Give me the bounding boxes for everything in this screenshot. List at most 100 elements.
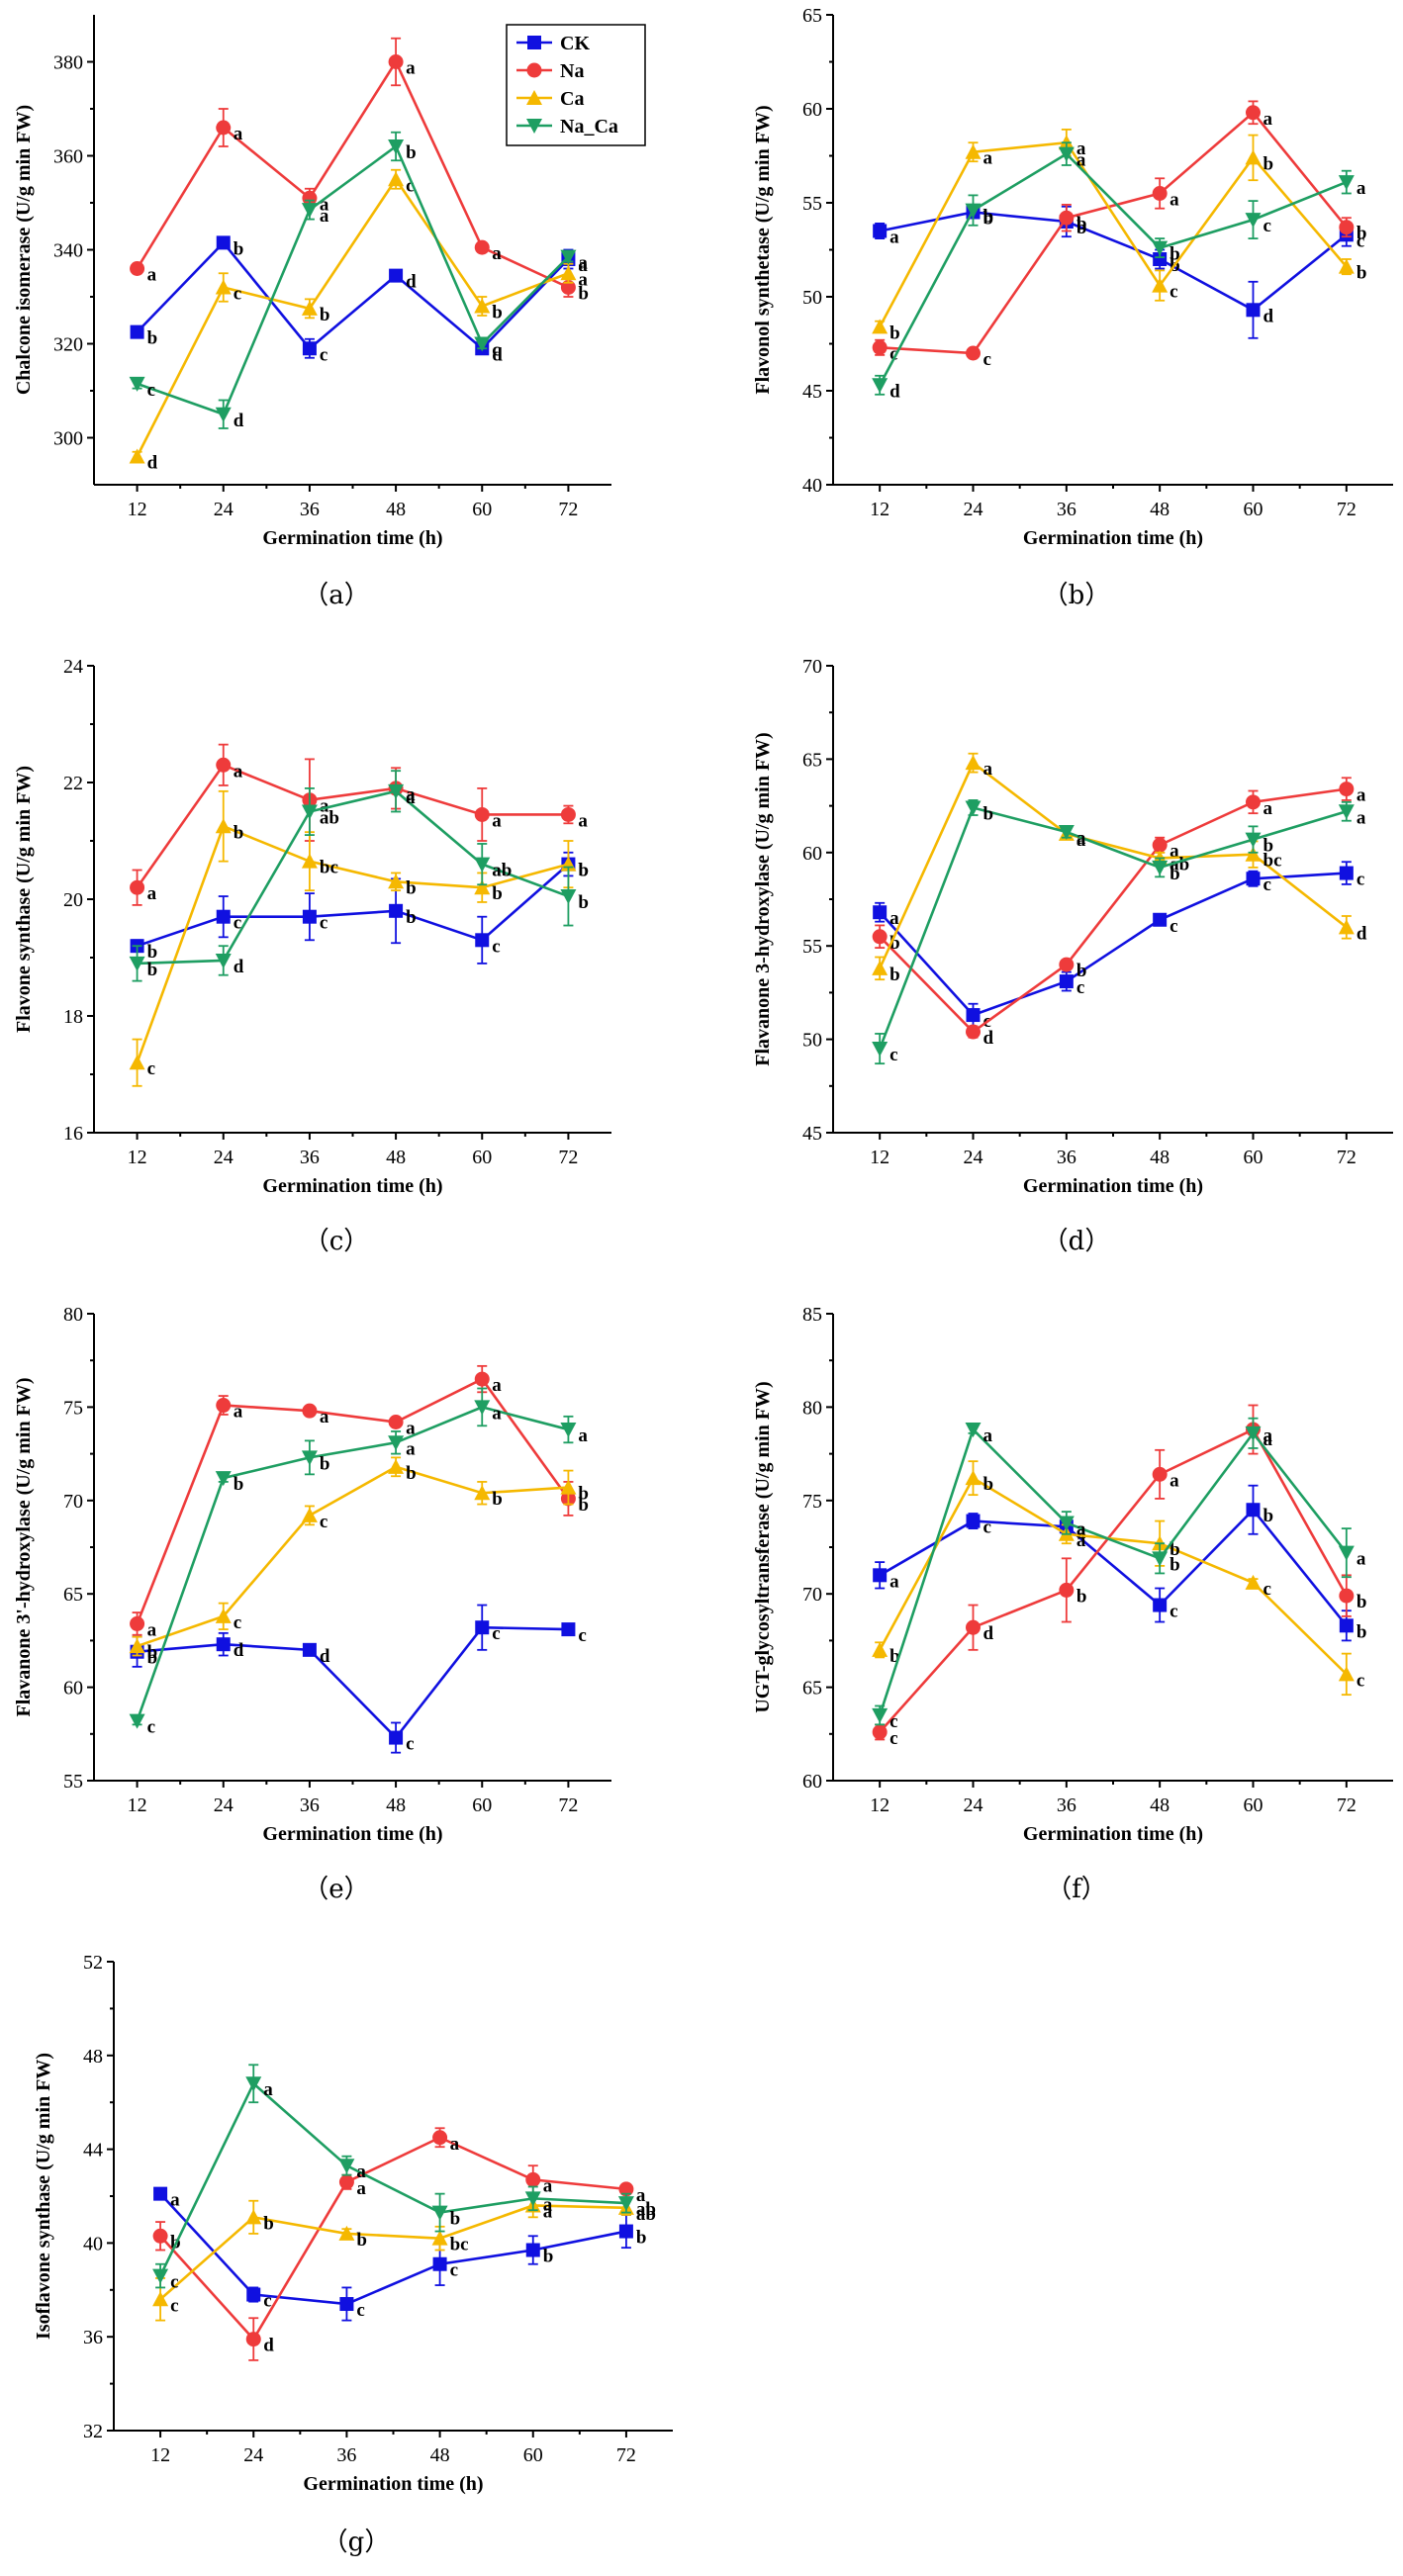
series-line bbox=[136, 176, 569, 458]
significance-letter: a bbox=[543, 2175, 553, 2196]
data-point bbox=[129, 1638, 145, 1654]
data-point bbox=[1245, 149, 1262, 165]
panel-caption: （f） bbox=[1046, 1875, 1107, 1904]
significance-letter: c bbox=[356, 2300, 364, 2321]
significance-letter: d bbox=[983, 1028, 994, 1049]
significance-letter: b bbox=[492, 303, 503, 323]
y-axis-title: Flavonol synthetase (U/g min FW) bbox=[752, 105, 774, 394]
data-point bbox=[338, 2225, 355, 2241]
significance-letter: bc bbox=[320, 858, 338, 878]
significance-letter: a bbox=[636, 2185, 646, 2206]
y-tick-label: 55 bbox=[802, 193, 822, 215]
data-point bbox=[130, 879, 145, 895]
significance-letter: b bbox=[983, 803, 994, 824]
data-point bbox=[215, 953, 232, 968]
significance-letter: b bbox=[1263, 153, 1274, 174]
significance-letter: c bbox=[983, 349, 991, 370]
significance-letter: a bbox=[356, 2162, 366, 2182]
significance-letter: b bbox=[406, 1463, 417, 1484]
significance-letter: a bbox=[983, 148, 993, 169]
data-point bbox=[1058, 825, 1075, 841]
data-point bbox=[1339, 782, 1355, 797]
data-point bbox=[1153, 912, 1168, 927]
x-tick-label: 60 bbox=[1244, 1794, 1263, 1816]
chart-panel-g: 32 36 40 44 48 52 12 24 36 48 60 72 Germination time… bbox=[33, 1952, 673, 2557]
series-line bbox=[878, 805, 1348, 1050]
significance-letter: a bbox=[543, 2201, 553, 2222]
series-line bbox=[879, 872, 1347, 1017]
significance-letter: c bbox=[450, 2260, 458, 2281]
data-point bbox=[618, 2181, 634, 2197]
x-tick-label: 72 bbox=[1337, 1794, 1356, 1816]
data-point bbox=[216, 1398, 232, 1414]
data-point bbox=[560, 889, 577, 905]
data-point bbox=[617, 2196, 634, 2212]
series-line bbox=[880, 110, 1348, 355]
significance-letter: ab bbox=[636, 2204, 656, 2225]
data-point bbox=[1245, 832, 1262, 848]
significance-letter: a bbox=[147, 1619, 157, 1640]
x-tick-label: 60 bbox=[523, 2444, 543, 2466]
data-point bbox=[872, 1042, 889, 1058]
significance-letter: a bbox=[1076, 150, 1086, 171]
data-point bbox=[560, 806, 576, 822]
significance-letter: b bbox=[147, 960, 158, 980]
x-tick-label: 24 bbox=[214, 499, 234, 520]
significance-letter: a bbox=[320, 1407, 329, 1427]
data-point bbox=[216, 235, 231, 250]
x-tick-label: 36 bbox=[336, 2444, 356, 2466]
data-point bbox=[301, 1450, 318, 1466]
data-point bbox=[129, 376, 145, 392]
significance-letter: c bbox=[889, 1711, 897, 1732]
significance-letter: b bbox=[636, 2228, 647, 2249]
x-tick-label: 24 bbox=[214, 1147, 234, 1168]
significance-letter: b bbox=[578, 1484, 589, 1505]
y-tick-label: 50 bbox=[802, 287, 822, 309]
x-axis-title: Germination time (h) bbox=[262, 1175, 442, 1197]
significance-letter: c bbox=[1076, 977, 1084, 998]
significance-letter: c bbox=[578, 1625, 586, 1646]
data-point bbox=[474, 857, 491, 873]
data-point bbox=[216, 757, 232, 773]
y-tick-label: 60 bbox=[63, 1678, 83, 1700]
y-tick-label: 45 bbox=[802, 1123, 822, 1145]
y-tick-label: 36 bbox=[83, 2327, 103, 2348]
legend-marker bbox=[527, 36, 541, 49]
significance-letter: d bbox=[492, 344, 503, 365]
y-tick-label: 40 bbox=[83, 2233, 103, 2254]
y-tick-label: 32 bbox=[83, 2421, 103, 2442]
data-point bbox=[872, 929, 888, 945]
data-point bbox=[1245, 1574, 1262, 1590]
panel-caption: （c） bbox=[304, 1227, 370, 1256]
series-ck: bc c bcb bbox=[130, 851, 589, 965]
x-tick-label: 12 bbox=[870, 1794, 889, 1816]
legend-marker bbox=[526, 62, 542, 78]
significance-letter: a bbox=[1263, 798, 1273, 819]
significance-letter: c bbox=[1169, 1602, 1177, 1622]
significance-letter: c bbox=[234, 284, 241, 305]
significance-letter: b bbox=[234, 822, 244, 843]
data-point bbox=[474, 239, 490, 255]
significance-letter: c bbox=[263, 2291, 271, 2312]
data-point bbox=[966, 1024, 981, 1040]
data-point bbox=[245, 2209, 262, 2225]
data-point bbox=[339, 2297, 354, 2312]
y-tick-label: 65 bbox=[802, 5, 822, 27]
x-axis-title: Germination time (h) bbox=[303, 2473, 483, 2495]
significance-letter: b bbox=[406, 877, 417, 898]
significance-letter: a bbox=[889, 1571, 899, 1592]
y-tick-label: 20 bbox=[63, 889, 83, 911]
panel-caption: （d） bbox=[1043, 1227, 1111, 1256]
significance-letter: b bbox=[1169, 1539, 1180, 1560]
significance-letter: a bbox=[543, 2194, 553, 2215]
significance-letter: d bbox=[983, 1623, 994, 1644]
significance-letter: a bbox=[578, 253, 588, 274]
data-point bbox=[1338, 919, 1355, 935]
significance-letter: a bbox=[406, 58, 416, 79]
